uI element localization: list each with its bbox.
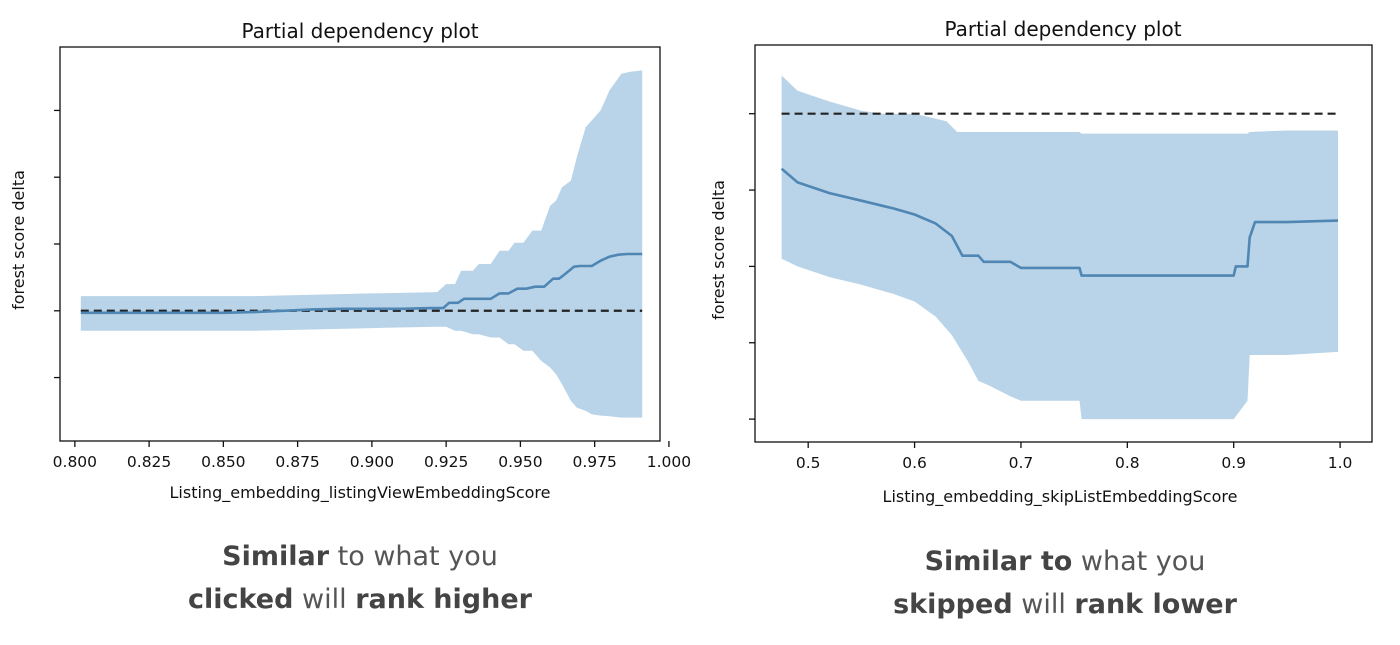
caption-clicked: Similar to what you clicked will rank hi… — [150, 535, 570, 621]
mean-line — [80, 252, 643, 315]
x-tick-label: 0.6 — [902, 454, 927, 472]
caption-segment: will — [1012, 589, 1075, 620]
x-tick-label: 0.900 — [350, 453, 394, 471]
caption-segment: Similar — [222, 541, 330, 572]
chart-title: Partial dependency plot — [944, 17, 1181, 41]
confidence-band — [80, 70, 643, 418]
caption-segment: to what you — [329, 541, 498, 572]
x-tick-label: 0.825 — [127, 453, 171, 471]
x-tick-label: 0.850 — [201, 453, 245, 471]
caption-segment: Similar to — [924, 546, 1073, 577]
x-tick-label: 0.875 — [275, 453, 319, 471]
caption-line: Similar to what you — [855, 540, 1275, 583]
y-axis-label: forest score delta — [709, 180, 728, 320]
caption-line: Similar to what you — [150, 535, 570, 578]
caption-segment: will — [293, 584, 356, 615]
caption-segment: rank lower — [1074, 589, 1237, 620]
x-tick-label: 0.9 — [1221, 454, 1246, 472]
chart-title: Partial dependency plot — [241, 19, 478, 43]
x-axis-label: Listing_embedding_skipListEmbeddingScore — [883, 487, 1238, 507]
y-axis-label: forest score delta — [9, 170, 28, 310]
x-tick-label: 0.5 — [796, 454, 821, 472]
x-tick-label: 0.975 — [572, 453, 616, 471]
x-tick-label: 1.000 — [647, 453, 691, 471]
x-tick-label: 0.8 — [1115, 454, 1140, 472]
caption-line: skipped will rank lower — [855, 583, 1275, 626]
pdp-chart-listing-view: Partial dependency plot Listing_embeddin… — [9, 19, 691, 503]
x-tick-label: 0.950 — [498, 453, 542, 471]
caption-segment: clicked — [188, 584, 294, 615]
caption-skipped: Similar to what you skipped will rank lo… — [855, 540, 1275, 626]
caption-line: clicked will rank higher — [150, 578, 570, 621]
pdp-chart-skip-list: Partial dependency plot Listing_embeddin… — [709, 17, 1373, 507]
mean-line — [780, 167, 1339, 277]
x-tick-label: 0.800 — [53, 453, 97, 471]
x-axis-label: Listing_embedding_listingViewEmbeddingSc… — [170, 483, 551, 503]
x-tick-label: 0.925 — [424, 453, 468, 471]
caption-segment: what you — [1072, 546, 1206, 577]
x-tick-label: 0.7 — [1009, 454, 1034, 472]
confidence-band — [781, 75, 1338, 420]
plot-frame — [754, 44, 1373, 443]
caption-segment: rank higher — [355, 584, 532, 615]
caption-segment: skipped — [893, 589, 1013, 620]
x-tick-label: 1.0 — [1328, 454, 1353, 472]
